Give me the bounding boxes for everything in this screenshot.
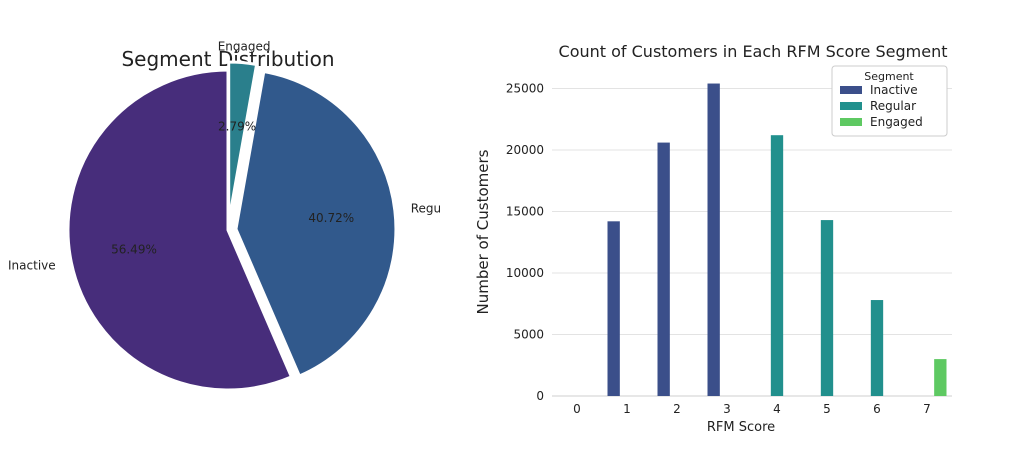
x-tick-label: 5 bbox=[823, 402, 831, 416]
y-tick-label: 25000 bbox=[506, 81, 544, 95]
pie-category-label: Engaged bbox=[218, 40, 271, 54]
bar-regular-4 bbox=[770, 135, 784, 396]
pie-category-label: Inactive bbox=[8, 259, 56, 273]
x-tick-label: 7 bbox=[923, 402, 931, 416]
y-tick-label: 20000 bbox=[506, 143, 544, 157]
y-tick-label: 10000 bbox=[506, 266, 544, 280]
legend-title: Segment bbox=[864, 70, 914, 83]
pie-pct-label: 40.72% bbox=[308, 211, 354, 225]
pie-slice-engaged bbox=[227, 60, 259, 223]
pie-pct-label: 2.79% bbox=[218, 119, 256, 133]
pie-category-label: Regular bbox=[411, 202, 440, 216]
x-axis-label: RFM Score bbox=[707, 420, 775, 435]
legend-swatch bbox=[840, 102, 862, 110]
y-axis-label: Number of Customers bbox=[474, 149, 492, 314]
y-tick-label: 15000 bbox=[506, 204, 544, 218]
y-tick-label: 5000 bbox=[513, 327, 544, 341]
pie-slice-regular bbox=[234, 69, 398, 378]
pie-chart: Segment Distribution 2.79%Engaged40.72%R… bbox=[8, 40, 440, 392]
legend: Segment Inactive Regular Engaged bbox=[831, 65, 948, 137]
x-tick-label: 1 bbox=[623, 402, 631, 416]
legend-swatch bbox=[840, 86, 862, 94]
bar-regular-5 bbox=[820, 220, 834, 396]
legend-label: Engaged bbox=[870, 115, 923, 129]
bar-engaged-7 bbox=[934, 359, 947, 396]
pie-slice-inactive bbox=[66, 68, 294, 392]
legend-label: Inactive bbox=[870, 83, 918, 97]
legend-label: Regular bbox=[870, 99, 916, 113]
pie-pct-label: 56.49% bbox=[111, 242, 157, 256]
y-tick-label: 0 bbox=[536, 389, 544, 403]
bar-inactive-1 bbox=[607, 221, 620, 396]
x-tick-label: 6 bbox=[873, 402, 881, 416]
x-tick-label: 3 bbox=[723, 402, 731, 416]
bar-regular-6 bbox=[870, 300, 884, 396]
bar-title: Count of Customers in Each RFM Score Seg… bbox=[559, 42, 948, 61]
x-tick-label: 0 bbox=[573, 402, 581, 416]
bar-inactive-3 bbox=[707, 83, 720, 396]
x-tick-label: 4 bbox=[773, 402, 781, 416]
x-tick-label: 2 bbox=[673, 402, 681, 416]
bar-inactive-2 bbox=[657, 142, 670, 396]
legend-swatch bbox=[840, 118, 862, 126]
